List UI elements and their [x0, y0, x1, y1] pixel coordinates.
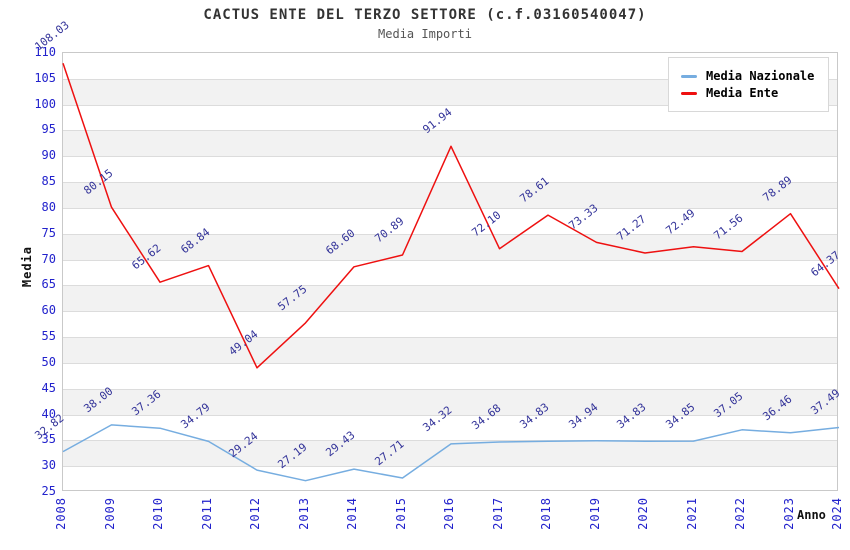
x-tick-label: 2018: [539, 497, 553, 530]
plot-area: [62, 52, 840, 491]
plot-band: [63, 182, 837, 208]
y-tick-label: 75: [41, 225, 56, 240]
page-title: CACTUS ENTE DEL TERZO SETTORE (c.f.03160…: [203, 7, 647, 23]
y-tick-label: 50: [41, 354, 56, 369]
gridline: [63, 285, 837, 287]
y-tick-label: 95: [41, 122, 56, 137]
legend-item-media-nazionale[interactable]: Media Nazionale: [681, 69, 814, 83]
x-tick-label: 2013: [296, 497, 311, 530]
gridline: [63, 78, 837, 80]
y-tick-label: 40: [41, 406, 56, 421]
y-tick-label: 30: [41, 458, 56, 473]
x-tick-label: 2023: [781, 497, 796, 530]
x-tick-label: 2020: [636, 497, 650, 530]
legend-swatch-icon: [681, 74, 697, 78]
x-tick-label: 2011: [199, 497, 214, 530]
x-tick-label: 2024: [830, 497, 844, 530]
gridline: [63, 414, 837, 416]
chart-subtitle: Media Importi: [378, 27, 472, 41]
plot-band: [63, 337, 837, 363]
plot-band: [63, 388, 837, 415]
plot-band: [63, 130, 837, 157]
gridline: [63, 182, 837, 184]
x-tick-label: 2009: [102, 497, 117, 530]
x-tick-label: 2008: [54, 497, 68, 530]
x-tick-label: 2019: [587, 497, 602, 530]
y-tick-label: 80: [41, 199, 56, 214]
gridline: [63, 207, 837, 209]
y-tick-label: 100: [34, 96, 56, 111]
y-tick-label: 65: [41, 277, 56, 292]
y-tick-label: 85: [41, 174, 56, 189]
y-tick-label: 110: [34, 45, 56, 59]
series-lines: [62, 62, 840, 482]
gridline: [63, 311, 837, 313]
x-tick-label: 2017: [490, 497, 505, 530]
legend: Media Nazionale Media Ente: [668, 57, 830, 112]
y-tick-label: 105: [34, 70, 56, 85]
y-tick-label: 55: [41, 329, 56, 344]
plot-band: [63, 285, 837, 312]
y-tick-label: 25: [41, 484, 56, 498]
legend-swatch-icon: [681, 91, 697, 95]
y-tick-label: 45: [41, 380, 56, 395]
x-tick-label: 2021: [684, 497, 699, 530]
gridline: [63, 362, 837, 364]
x-axis-title: Anno: [797, 508, 826, 522]
gridline: [63, 259, 837, 261]
y-tick-label: 60: [41, 303, 56, 318]
series-line-media-nazionale: [62, 424, 840, 482]
gridline: [63, 440, 837, 442]
legend-label: Media Nazionale: [706, 69, 815, 83]
gridline: [63, 130, 837, 132]
gridline: [63, 104, 837, 106]
plot-band: [63, 233, 837, 260]
x-tick-label: 2014: [345, 497, 359, 530]
y-tick-label: 35: [41, 432, 56, 447]
y-tick-label: 70: [41, 251, 56, 266]
gridline: [63, 233, 837, 235]
legend-item-media-ente[interactable]: Media Ente: [681, 86, 814, 100]
y-tick-label: 90: [41, 148, 56, 163]
x-tick-label: 2016: [442, 497, 456, 530]
series-line-media-ente: [62, 62, 840, 369]
gridline: [63, 388, 837, 390]
gridline: [63, 337, 837, 339]
gridline: [63, 156, 837, 158]
x-tick-label: 2010: [151, 497, 165, 530]
x-tick-label: 2012: [248, 497, 262, 530]
x-tick-label: 2015: [393, 497, 408, 530]
legend-label: Media Ente: [706, 86, 779, 100]
x-tick-label: 2022: [733, 497, 747, 530]
gridline: [63, 466, 837, 468]
